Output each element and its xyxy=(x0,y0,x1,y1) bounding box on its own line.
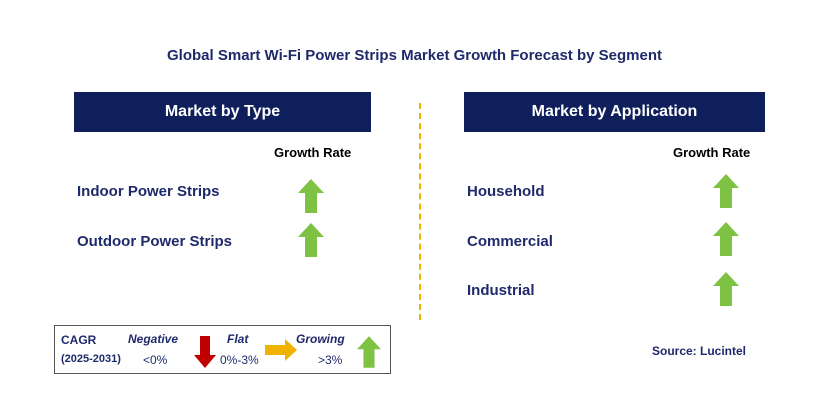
panel-divider xyxy=(419,103,421,320)
market-by-application-header: Market by Application xyxy=(464,92,765,132)
market-by-type-header: Market by Type xyxy=(74,92,371,132)
legend-flat-label: Flat xyxy=(227,332,249,346)
indoor-growing-arrow-icon xyxy=(298,179,324,213)
type-growth-rate-label: Growth Rate xyxy=(274,145,352,160)
cagr-legend: CAGR (2025-2031) Negative <0% Flat 0%-3%… xyxy=(54,325,391,374)
legend-negative-range: <0% xyxy=(143,353,168,367)
legend-flat-range: 0%-3% xyxy=(220,353,259,367)
segment-outdoor-power-strips: Outdoor Power Strips xyxy=(77,233,233,250)
legend-growing-range: >3% xyxy=(318,353,343,367)
outdoor-growing-arrow-icon xyxy=(298,223,324,257)
flat-right-arrow-icon xyxy=(265,339,297,361)
source-label: Source: Lucintel xyxy=(652,344,747,358)
legend-negative-label: Negative xyxy=(128,332,179,346)
industrial-growing-arrow-icon xyxy=(713,272,739,306)
legend-growing-label: Growing xyxy=(296,332,345,346)
application-growth-rate-label: Growth Rate xyxy=(673,145,751,160)
growing-up-arrow-icon xyxy=(357,336,381,368)
segment-industrial: Industrial xyxy=(467,282,535,299)
legend-cagr-label: CAGR xyxy=(61,333,97,347)
negative-down-arrow-icon xyxy=(194,336,216,368)
household-growing-arrow-icon xyxy=(713,174,739,208)
segment-commercial: Commercial xyxy=(467,233,553,250)
legend-years-label: (2025-2031) xyxy=(61,353,121,365)
segment-indoor-power-strips: Indoor Power Strips xyxy=(77,183,220,200)
chart-title: Global Smart Wi-Fi Power Strips Market G… xyxy=(167,47,662,64)
segment-household: Household xyxy=(467,183,545,200)
commercial-growing-arrow-icon xyxy=(713,222,739,256)
